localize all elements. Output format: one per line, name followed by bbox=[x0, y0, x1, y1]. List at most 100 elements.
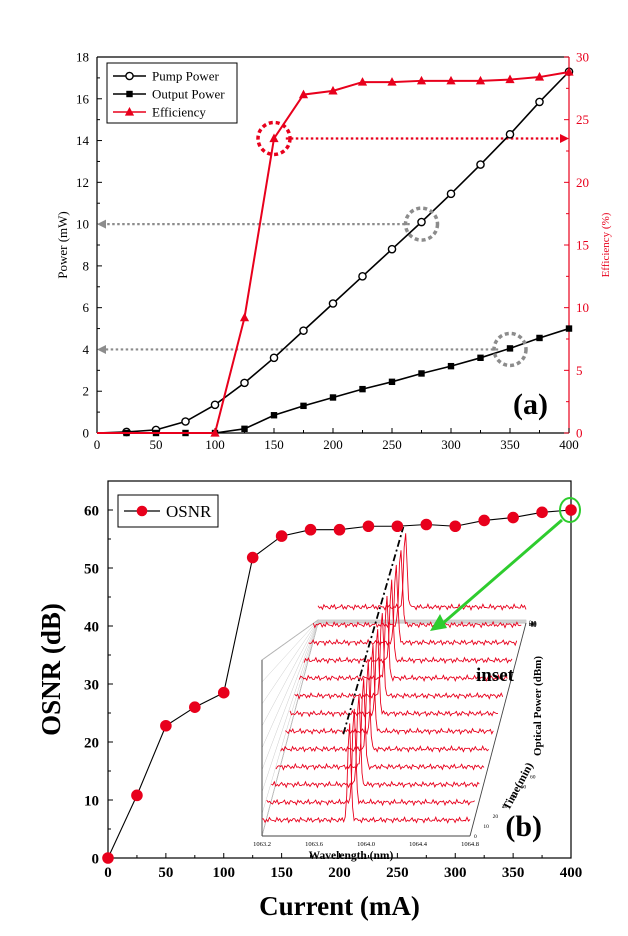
inset-x-tick-label: 1064.0 bbox=[357, 841, 375, 848]
data-point-osnr bbox=[565, 504, 577, 516]
data-point-efficiency bbox=[357, 77, 368, 86]
inset-trace bbox=[312, 550, 522, 629]
data-point-output-power bbox=[270, 412, 278, 419]
y-left-tick-label: 8 bbox=[83, 258, 90, 273]
data-point-osnr bbox=[333, 523, 346, 536]
y-right-tick-label: 25 bbox=[576, 112, 589, 127]
inset-trace bbox=[294, 613, 504, 700]
series-line-efficiency bbox=[97, 71, 570, 434]
inset-grid-line bbox=[261, 622, 319, 793]
x-tick-label: 150 bbox=[270, 865, 293, 881]
inset-trace bbox=[317, 533, 527, 612]
pointer-arrow-head bbox=[430, 614, 447, 631]
data-point-output-power bbox=[388, 378, 396, 386]
data-point-output-power bbox=[359, 385, 366, 393]
y-right-tick-label: 5 bbox=[576, 363, 583, 378]
x-tick-label: 0 bbox=[104, 865, 112, 881]
x-axis-label: Current (mA) bbox=[259, 891, 420, 921]
data-point-pump-power bbox=[505, 129, 515, 139]
data-point-osnr bbox=[304, 523, 317, 536]
x-tick-label: 400 bbox=[560, 865, 583, 881]
inset-trace bbox=[275, 678, 485, 771]
data-point-pump-power bbox=[299, 326, 308, 335]
x-tick-label: 50 bbox=[158, 865, 173, 881]
legend-label: Pump Power bbox=[152, 69, 219, 84]
inset-x-tick-label: 1064.8 bbox=[461, 841, 479, 848]
data-point-osnr bbox=[189, 701, 201, 714]
dashed-circle-annotation bbox=[403, 206, 440, 242]
x-tick-label: 0 bbox=[94, 437, 101, 452]
y-left-tick-label: 4 bbox=[83, 342, 90, 357]
data-point-osnr bbox=[420, 518, 433, 531]
inset-z-tick-label: 0 bbox=[529, 620, 532, 626]
y-left-tick-label: 12 bbox=[76, 175, 89, 190]
data-point-output-power bbox=[329, 394, 337, 401]
dashed-circle-annotation bbox=[492, 331, 528, 368]
legend-label: Efficiency bbox=[152, 105, 206, 120]
data-point-efficiency bbox=[298, 89, 309, 99]
y-left-tick-label: 10 bbox=[76, 217, 89, 232]
inset-z-tick-label: -50 bbox=[529, 622, 537, 628]
data-point-osnr bbox=[102, 852, 114, 864]
inset-z-tick-label: -20 bbox=[529, 621, 537, 627]
inset-trace bbox=[308, 564, 518, 647]
y-right-tick-label: 10 bbox=[576, 300, 589, 315]
data-point-efficiency bbox=[564, 67, 574, 76]
pointer-arrow-line bbox=[441, 518, 563, 626]
data-point-osnr bbox=[478, 514, 490, 527]
legend-marker bbox=[126, 90, 133, 98]
inset-z-tick-label: -10 bbox=[529, 620, 537, 626]
y-left-axis-label: Power (mW) bbox=[55, 211, 70, 279]
panel-a: 0 50 100 150 200 250 300 350 4000246810121416180… bbox=[55, 50, 612, 453]
data-point-output-power bbox=[241, 425, 248, 433]
inset-time-tick-label: 0 bbox=[474, 834, 477, 840]
data-point-pump-power bbox=[446, 189, 456, 199]
inset-grid-line bbox=[261, 621, 319, 749]
data-point-efficiency bbox=[269, 133, 279, 143]
data-point-efficiency bbox=[475, 75, 486, 85]
panel-label: (a) bbox=[513, 388, 548, 421]
inset-peak-trend-line bbox=[342, 526, 405, 735]
y-right-tick-label: 30 bbox=[576, 50, 589, 65]
inset-grid-line bbox=[261, 620, 319, 705]
inset-time-tick-label: 20 bbox=[493, 814, 499, 820]
x-tick-label: 350 bbox=[502, 865, 525, 881]
x-tick-label: 100 bbox=[213, 865, 236, 881]
inset-grid-line bbox=[261, 619, 319, 661]
data-point-efficiency bbox=[446, 75, 456, 85]
data-point-efficiency bbox=[328, 85, 338, 95]
y-left-tick-label: 0 bbox=[83, 426, 90, 441]
y-tick-label: 40 bbox=[84, 620, 99, 636]
y-left-tick-label: 2 bbox=[83, 384, 90, 399]
data-point-efficiency bbox=[416, 75, 427, 85]
data-point-output-power bbox=[300, 402, 307, 410]
y-right-tick-label: 15 bbox=[576, 238, 589, 253]
data-point-output-power bbox=[418, 370, 425, 377]
inset-grid-line bbox=[261, 621, 319, 727]
data-point-efficiency bbox=[387, 77, 397, 86]
y-left-tick-label: 6 bbox=[83, 300, 90, 315]
inset-trace bbox=[289, 629, 498, 718]
data-point-efficiency bbox=[239, 312, 250, 322]
data-point-output-power bbox=[447, 362, 455, 370]
y-tick-label: 60 bbox=[84, 504, 99, 520]
data-point-osnr bbox=[536, 506, 548, 519]
y-right-axis-label: Efficiency (%) bbox=[600, 212, 612, 277]
data-point-osnr bbox=[217, 686, 230, 699]
inset-z-tick-label: -30 bbox=[529, 621, 537, 627]
inset-x-axis-label: Wavelength (nm) bbox=[309, 850, 394, 862]
inset-trace bbox=[261, 723, 471, 824]
y-axis-label: OSNR (dB) bbox=[36, 603, 66, 736]
data-point-efficiency bbox=[534, 72, 545, 81]
inset-trace bbox=[285, 644, 494, 736]
inset-grid-line bbox=[261, 622, 319, 815]
inset-time-tick-label: 30 bbox=[502, 804, 508, 810]
inset-time-tick-label: 40 bbox=[511, 794, 517, 800]
x-tick-label: 200 bbox=[328, 865, 351, 881]
inset-trace bbox=[280, 660, 490, 753]
x-tick-label: 250 bbox=[382, 437, 402, 452]
dashed-circle-annotation bbox=[256, 120, 292, 157]
panel-label: (b) bbox=[505, 810, 542, 843]
inset-z-tick-label: -60 bbox=[529, 622, 537, 628]
data-point-pump-power bbox=[476, 160, 485, 169]
